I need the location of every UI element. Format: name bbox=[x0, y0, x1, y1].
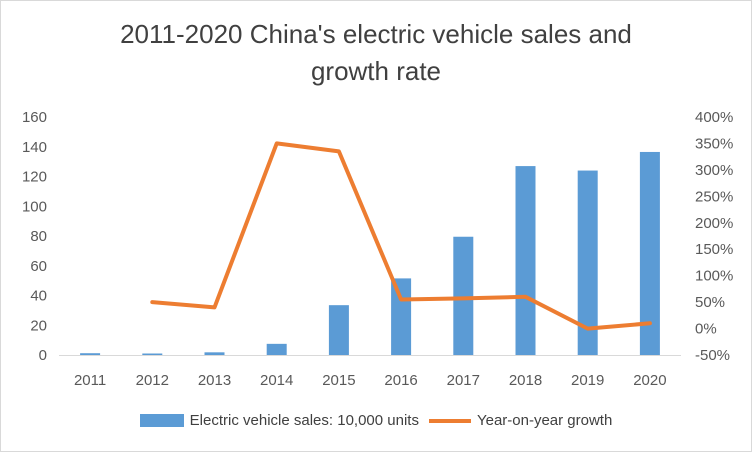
y-right-tick-label: 350% bbox=[695, 135, 733, 152]
legend-label-sales: Electric vehicle sales: 10,000 units bbox=[189, 412, 419, 429]
x-tick-label: 2012 bbox=[136, 372, 169, 389]
bar bbox=[266, 343, 287, 355]
y-left-tick-label: 40 bbox=[30, 288, 47, 305]
x-tick-label: 2017 bbox=[447, 372, 480, 389]
bar bbox=[391, 278, 412, 355]
bar bbox=[142, 353, 163, 355]
bar bbox=[204, 352, 225, 355]
bar bbox=[639, 151, 660, 355]
legend-swatch-line bbox=[428, 418, 471, 423]
bar bbox=[577, 170, 598, 355]
bar bbox=[80, 353, 101, 355]
y-right-tick-label: 50% bbox=[695, 294, 725, 311]
y-left-tick-label: 140 bbox=[22, 139, 47, 156]
x-tick-label: 2015 bbox=[322, 372, 355, 389]
legend-swatch-bar bbox=[139, 414, 184, 427]
y-left-tick-label: 80 bbox=[30, 228, 47, 245]
bar bbox=[328, 305, 349, 355]
x-tick-label: 2020 bbox=[633, 372, 666, 389]
y-left-tick-label: 20 bbox=[30, 317, 47, 334]
y-left-tick-label: 120 bbox=[22, 169, 47, 186]
bar bbox=[515, 166, 536, 355]
legend-item-sales: Electric vehicle sales: 10,000 units bbox=[139, 412, 419, 429]
x-tick-label: 2013 bbox=[198, 372, 231, 389]
y-right-tick-label: 300% bbox=[695, 162, 733, 179]
legend-item-growth: Year-on-year growth bbox=[428, 412, 613, 429]
y-left-tick-label: 100 bbox=[22, 198, 47, 215]
x-tick-label: 2016 bbox=[384, 372, 417, 389]
y-left-tick-label: 60 bbox=[30, 258, 47, 275]
x-tick-label: 2011 bbox=[74, 372, 106, 389]
y-right-tick-label: 400% bbox=[695, 109, 733, 126]
y-right-tick-label: 150% bbox=[695, 241, 733, 258]
chart-legend: Electric vehicle sales: 10,000 units Yea… bbox=[1, 412, 751, 429]
x-tick-label: 2014 bbox=[260, 372, 293, 389]
chart-title-line-2: growth rate bbox=[310, 56, 442, 86]
bar bbox=[453, 236, 474, 355]
chart-title-line-1: 2011-2020 China's electric vehicle sales… bbox=[120, 19, 632, 49]
x-tick-label: 2019 bbox=[571, 372, 604, 389]
y-left-tick-label: 0 bbox=[39, 347, 47, 364]
y-right-tick-label: 250% bbox=[695, 188, 733, 205]
y-right-tick-label: -50% bbox=[695, 347, 730, 364]
legend-label-growth: Year-on-year growth bbox=[476, 412, 613, 429]
y-right-tick-label: 0% bbox=[695, 321, 717, 338]
growth-line bbox=[150, 141, 652, 331]
y-right-tick-label: 100% bbox=[695, 268, 733, 285]
y-left-tick-label: 160 bbox=[22, 109, 47, 126]
y-right-tick-label: 200% bbox=[695, 215, 733, 232]
x-tick-label: 2018 bbox=[509, 372, 542, 389]
